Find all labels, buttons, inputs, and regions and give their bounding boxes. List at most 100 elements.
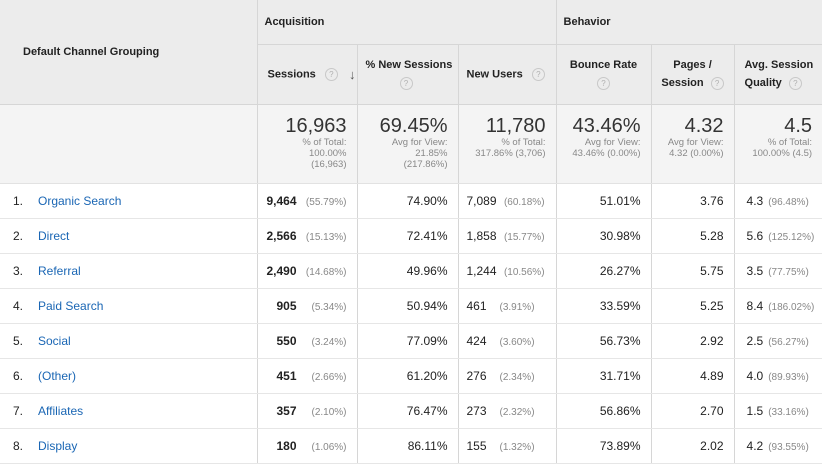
totals-pages-session-avg: 4.32 (0.00%) [669, 147, 724, 159]
row-index: 3. [13, 263, 24, 278]
new-users-cell: 7,089 (60.18%) [457, 183, 557, 219]
new-users-cell: 276 (2.34%) [457, 358, 557, 394]
totals-new-sessions: 69.45% Avg for View: 21.85% (217.86%) [356, 104, 458, 184]
quality-cell: 4.0 (89.93%) [733, 358, 822, 394]
new-sessions-cell: 74.90% [356, 183, 458, 219]
new-sessions-column-header[interactable]: % New Sessions ? [356, 44, 458, 105]
sessions-value: 9,464 [266, 193, 297, 208]
table-row: 3. Referral 2,490 (14.68%) 49.96% 1,244 (10… [0, 253, 822, 289]
sessions-cell: 550 (3.24%) [256, 323, 357, 359]
row-index: 2. [13, 228, 24, 243]
channel-cell: 3. Referral [0, 253, 257, 289]
new-users-cell: 1,244 (10.56%) [457, 253, 557, 289]
help-icon[interactable]: ? [531, 67, 545, 81]
table-row: 2. Direct 2,566 (15.13%) 72.41% 1,858 (15.7… [0, 218, 822, 254]
help-icon[interactable]: ? [324, 67, 338, 81]
table-row: 6. (Other) 451 (2.66%) 61.20% 276 (2.34%) 3… [0, 358, 822, 394]
totals-avg-quality-label: % of Total: [767, 136, 813, 148]
totals-pages-session: 4.32 Avg for View: 4.32 (0.00%) [650, 104, 735, 184]
new-users-percent: (15.77%) [503, 231, 545, 243]
new-users-percent: (2.32%) [499, 406, 535, 418]
totals-row: 16,963 % of Total: 100.00% (16,963) 69.4… [0, 104, 822, 184]
channel-cell: 6. (Other) [0, 358, 257, 394]
new-sessions-cell: 50.94% [356, 288, 458, 324]
totals-bounce-rate-avg: 43.46% (0.00%) [572, 147, 641, 159]
pages-session-cell: 2.02 [650, 428, 735, 464]
channel-link[interactable]: Affiliates [38, 403, 84, 418]
table-row: 4. Paid Search 905 (5.34%) 50.94% 461 (3.91… [0, 288, 822, 324]
sessions-cell: 2,490 (14.68%) [256, 253, 357, 289]
quality-cell: 4.2 (93.55%) [733, 428, 822, 464]
channel-cell: 5. Social [0, 323, 257, 359]
new-users-value: 424 [466, 333, 487, 348]
new-users-cell: 461 (3.91%) [457, 288, 557, 324]
help-icon[interactable]: ? [710, 76, 724, 90]
pages-session-cell: 2.70 [650, 393, 735, 429]
quality-percent: (125.12%) [768, 231, 815, 243]
quality-percent: (56.27%) [768, 336, 809, 348]
new-users-value: 1,858 [466, 228, 497, 243]
sessions-percent: (14.68%) [305, 266, 347, 278]
quality-value: 1.5 [746, 403, 764, 418]
quality-percent: (186.02%) [768, 301, 815, 313]
new-users-cell: 273 (2.32%) [457, 393, 557, 429]
sessions-percent: (2.66%) [311, 371, 347, 383]
channel-cell: 8. Display [0, 428, 257, 464]
channel-link[interactable]: Organic Search [38, 193, 122, 208]
behavior-group-header: Behavior [555, 0, 822, 45]
quality-cell: 2.5 (56.27%) [733, 323, 822, 359]
dimension-header[interactable]: Default Channel Grouping [0, 0, 257, 105]
quality-cell: 3.5 (77.75%) [733, 253, 822, 289]
sessions-cell: 180 (1.06%) [256, 428, 357, 464]
sessions-column-header[interactable]: Sessions ? ↓ [256, 44, 357, 105]
avg-quality-column-header[interactable]: Avg. Session Quality ? [733, 44, 822, 105]
sort-descending-icon[interactable]: ↓ [348, 66, 356, 82]
bounce-rate-column-header[interactable]: Bounce Rate ? [555, 44, 652, 105]
pages-session-column-header[interactable]: Pages / Session ? [650, 44, 735, 105]
new-users-percent: (60.18%) [503, 196, 545, 208]
totals-avg-quality: 4.5 % of Total: 100.00% (4.5) [733, 104, 822, 184]
bounce-rate-cell: 33.59% [555, 288, 652, 324]
channel-link[interactable]: Paid Search [38, 298, 104, 313]
totals-avg-quality-value: 4.5 [784, 114, 813, 137]
pages-session-cell: 2.92 [650, 323, 735, 359]
quality-cell: 8.4 (186.02%) [733, 288, 822, 324]
help-icon[interactable]: ? [597, 76, 611, 90]
help-icon[interactable]: ? [399, 76, 413, 90]
sessions-value: 180 [276, 438, 297, 453]
new-users-value: 461 [466, 298, 487, 313]
row-index: 8. [13, 438, 24, 453]
totals-new-sessions-label: Avg for View: [391, 136, 448, 148]
totals-new-users-percent: 317.86% (3,706) [475, 147, 546, 159]
bounce-rate-cell: 31.71% [555, 358, 652, 394]
bounce-rate-header-label: Bounce Rate [569, 59, 638, 71]
totals-bounce-rate: 43.46% Avg for View: 43.46% (0.00%) [555, 104, 652, 184]
channel-link[interactable]: Display [38, 438, 78, 453]
new-users-cell: 1,858 (15.77%) [457, 218, 557, 254]
new-users-column-header[interactable]: New Users ? [457, 44, 557, 105]
channel-link[interactable]: (Other) [38, 368, 77, 383]
quality-value: 4.3 [746, 193, 764, 208]
row-index: 4. [13, 298, 24, 313]
channel-link[interactable]: Social [38, 333, 71, 348]
totals-sessions-value: 16,963 [285, 114, 347, 137]
quality-value: 5.6 [746, 228, 764, 243]
totals-new-sessions-avg: 21.85% [415, 147, 448, 159]
pages-session-cell: 5.28 [650, 218, 735, 254]
quality-cell: 1.5 (33.16%) [733, 393, 822, 429]
new-users-percent: (3.60%) [499, 336, 535, 348]
bounce-rate-cell: 26.27% [555, 253, 652, 289]
pages-session-cell: 4.89 [650, 358, 735, 394]
channel-link[interactable]: Direct [38, 228, 70, 243]
sessions-value: 357 [276, 403, 297, 418]
help-icon[interactable]: ? [788, 76, 802, 90]
new-users-value: 7,089 [466, 193, 497, 208]
bounce-rate-cell: 56.73% [555, 323, 652, 359]
new-sessions-cell: 77.09% [356, 323, 458, 359]
totals-bounce-rate-label: Avg for View: [584, 136, 641, 148]
channel-link[interactable]: Referral [38, 263, 81, 278]
pages-session-cell: 5.25 [650, 288, 735, 324]
table-row: 1. Organic Search 9,464 (55.79%) 74.90% 7,… [0, 183, 822, 219]
quality-value: 2.5 [746, 333, 764, 348]
quality-value: 4.2 [746, 438, 764, 453]
